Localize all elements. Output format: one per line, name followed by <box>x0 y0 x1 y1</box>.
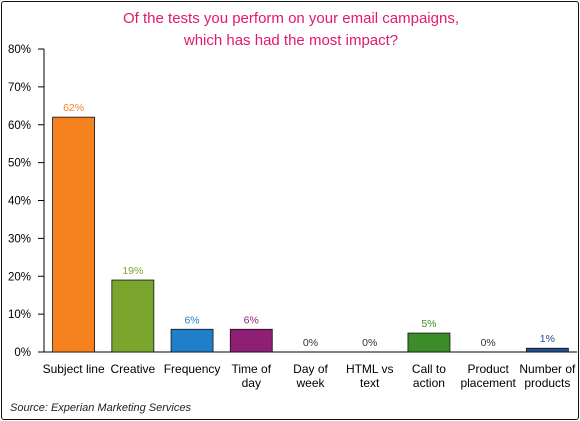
y-tick-label: 70% <box>8 82 31 94</box>
bar-value-label: 19% <box>122 265 143 277</box>
bar-value-label: 5% <box>421 318 436 330</box>
x-category-label: text <box>360 376 380 390</box>
x-category-label: placement <box>460 376 516 390</box>
y-tick-label: 60% <box>8 120 31 132</box>
x-category-label: action <box>413 376 445 390</box>
x-category-label: day <box>242 376 261 390</box>
x-category-label: Call to <box>412 362 446 376</box>
x-category-label: products <box>524 376 570 390</box>
x-category-label: Number of <box>519 362 576 376</box>
x-category-label: Product <box>467 362 509 376</box>
chart-title-line-1: Of the tests you perform on your email c… <box>123 10 459 27</box>
x-category-label: Frequency <box>164 362 221 376</box>
bar-value-label: 0% <box>481 337 496 349</box>
x-category-label: Time of <box>231 362 271 376</box>
bar <box>52 116 96 353</box>
bar-value-label: 62% <box>63 102 84 114</box>
y-tick-label: 30% <box>8 233 31 245</box>
bar-value-label: 0% <box>303 337 318 349</box>
y-tick-label: 0% <box>14 347 31 359</box>
y-tick-label: 40% <box>8 196 31 208</box>
x-category-label: HTML vs <box>346 362 394 376</box>
y-tick-label: 50% <box>8 158 31 170</box>
x-category-label: Subject line <box>43 362 105 376</box>
bar <box>525 347 569 353</box>
y-tick-label: 80% <box>8 44 31 56</box>
bar-value-label: 6% <box>184 314 199 326</box>
x-category-label: Day of <box>293 362 328 376</box>
bar <box>111 279 155 353</box>
bar-value-label: 6% <box>244 314 259 326</box>
x-category-label: week <box>295 376 325 390</box>
chart-title-line-2: which has had the most impact? <box>183 32 399 49</box>
y-tick-label: 20% <box>8 271 31 283</box>
source-note: Source: Experian Marketing Services <box>10 402 191 414</box>
bar-chart: 0% 10% 20% 30% 40% 50% 60% 70% 80% 62% Subject lin… <box>8 44 577 390</box>
y-tick-label: 10% <box>8 309 31 321</box>
bar <box>170 328 214 353</box>
bar-value-label: 0% <box>362 337 377 349</box>
x-category-label: Creative <box>110 362 155 376</box>
bar <box>229 328 273 353</box>
bar-value-label: 1% <box>540 333 555 345</box>
bar <box>407 332 451 353</box>
